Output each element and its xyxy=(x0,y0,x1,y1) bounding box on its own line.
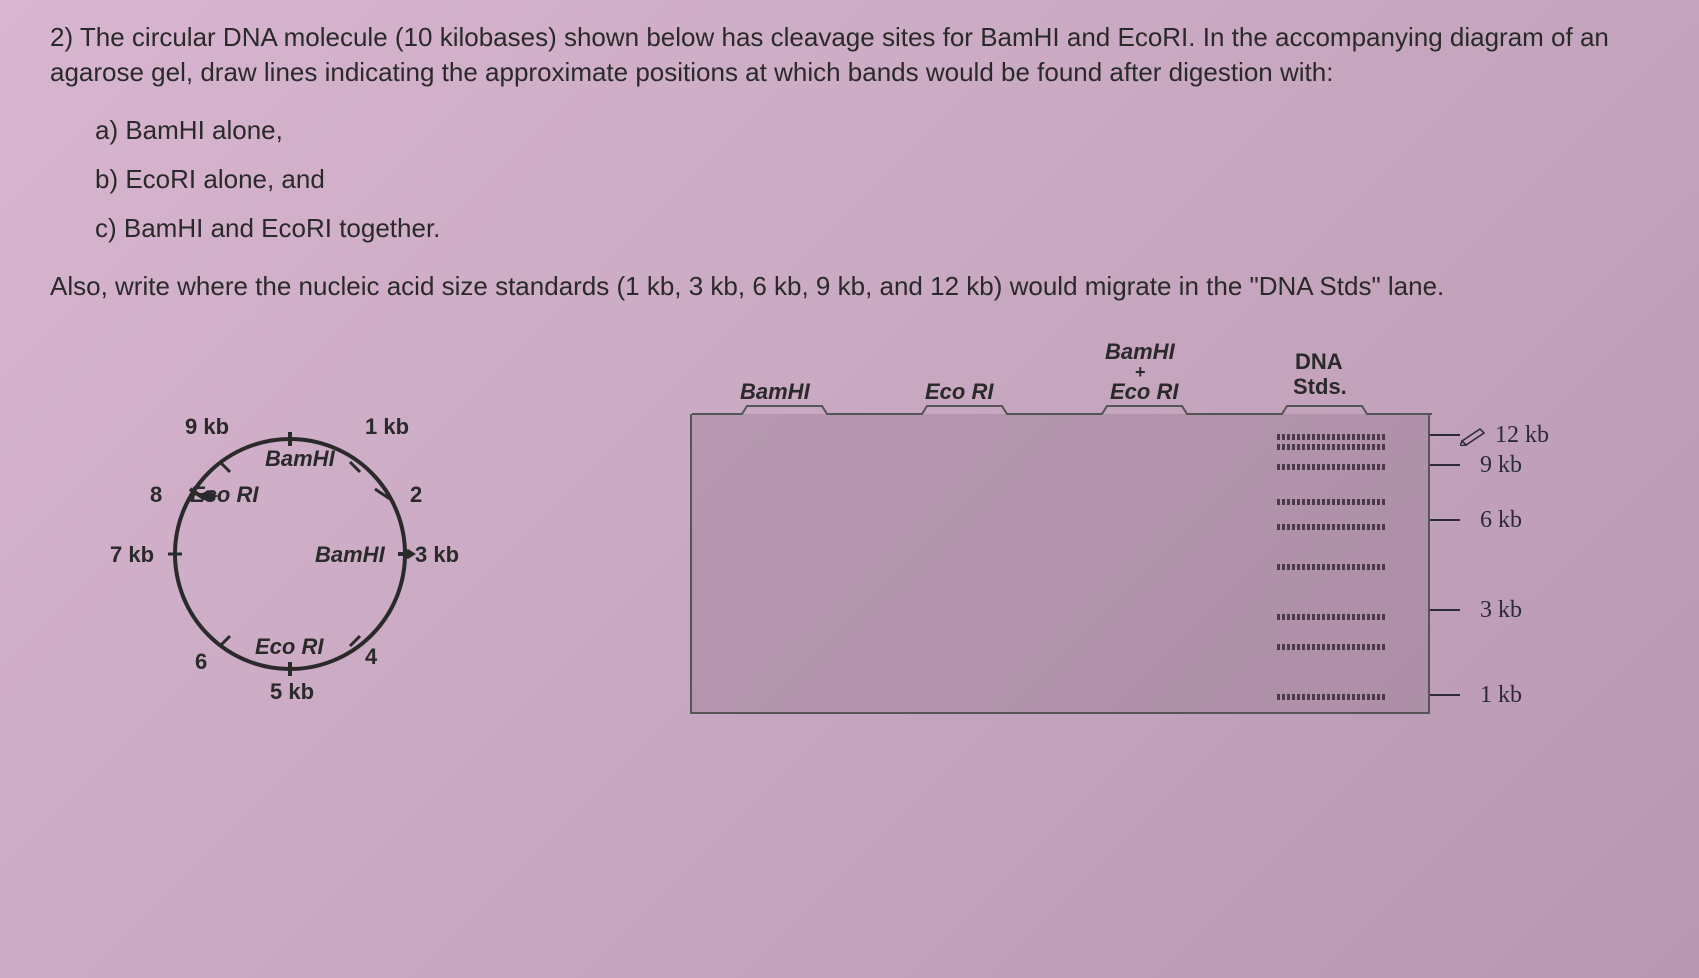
label-bamhi-right: BamHI xyxy=(315,542,385,568)
std-band-2 xyxy=(1277,464,1387,470)
question-body: The circular DNA molecule (10 kilobases)… xyxy=(50,22,1609,87)
gel-top-edge xyxy=(692,404,1432,424)
pencil-icon xyxy=(1460,426,1490,446)
std-band-5 xyxy=(1277,564,1387,570)
hand-12kb: 12 kb xyxy=(1495,422,1549,449)
diagram-area: 9 kb BamHI 1 kb 8 Eco RI 2 7 kb BamHI 3 … xyxy=(50,334,1649,754)
arrow-bamhi-right xyxy=(400,549,416,559)
gel-box xyxy=(690,414,1430,714)
label-3kb: 3 kb xyxy=(415,542,459,568)
label-1kb: 1 kb xyxy=(365,414,409,440)
std-band-7 xyxy=(1277,644,1387,650)
label-5kb: 5 kb xyxy=(270,679,314,705)
plasmid-diagram: 9 kb BamHI 1 kb 8 Eco RI 2 7 kb BamHI 3 … xyxy=(90,354,490,754)
label-ecori-left: Eco RI xyxy=(190,482,258,508)
lane-both-bottom: Eco RI xyxy=(1110,379,1178,405)
label-9kb: 9 kb xyxy=(185,414,229,440)
question-number: 2) xyxy=(50,22,73,52)
std-band-3 xyxy=(1277,499,1387,505)
tick-9kb-hand xyxy=(1430,464,1460,466)
item-c: c) BamHI and EcoRI together. xyxy=(95,213,1649,244)
lane-bamhi: BamHI xyxy=(740,379,810,405)
label-2: 2 xyxy=(410,482,422,508)
label-bamhi-top: BamHI xyxy=(265,446,335,472)
lane-stds-top: DNA xyxy=(1295,349,1343,375)
hand-3kb: 3 kb xyxy=(1480,597,1522,624)
item-b: b) EcoRI alone, and xyxy=(95,164,1649,195)
label-4: 4 xyxy=(365,644,377,670)
std-band-4 xyxy=(1277,524,1387,530)
tick-9kb xyxy=(220,462,230,472)
lane-stds-bottom: Stds. xyxy=(1293,374,1347,400)
label-6: 6 xyxy=(195,649,207,675)
tick-3kb-hand xyxy=(1430,609,1460,611)
label-ecori-bottom: Eco RI xyxy=(255,634,323,660)
question-text: 2) The circular DNA molecule (10 kilobas… xyxy=(50,20,1649,90)
label-8: 8 xyxy=(150,482,162,508)
gel-diagram: BamHI Eco RI BamHI + Eco RI DNA Stds. 12… xyxy=(690,354,1650,734)
std-band-6 xyxy=(1277,614,1387,620)
std-band-8 xyxy=(1277,694,1387,700)
lane-ecori: Eco RI xyxy=(925,379,993,405)
tick-6kb-hand xyxy=(1430,519,1460,521)
item-a: a) BamHI alone, xyxy=(95,115,1649,146)
tick-12kb xyxy=(1430,434,1460,436)
tick-1kb-hand xyxy=(1430,694,1460,696)
std-band-1b xyxy=(1277,444,1387,450)
hand-9kb: 9 kb xyxy=(1480,452,1522,479)
label-7kb: 7 kb xyxy=(110,542,154,568)
sub-items: a) BamHI alone, b) EcoRI alone, and c) B… xyxy=(95,115,1649,244)
tick-6 xyxy=(220,636,230,646)
also-text: Also, write where the nucleic acid size … xyxy=(50,269,1649,304)
std-band-1 xyxy=(1277,434,1387,440)
hand-1kb: 1 kb xyxy=(1480,682,1522,709)
hand-6kb: 6 kb xyxy=(1480,507,1522,534)
